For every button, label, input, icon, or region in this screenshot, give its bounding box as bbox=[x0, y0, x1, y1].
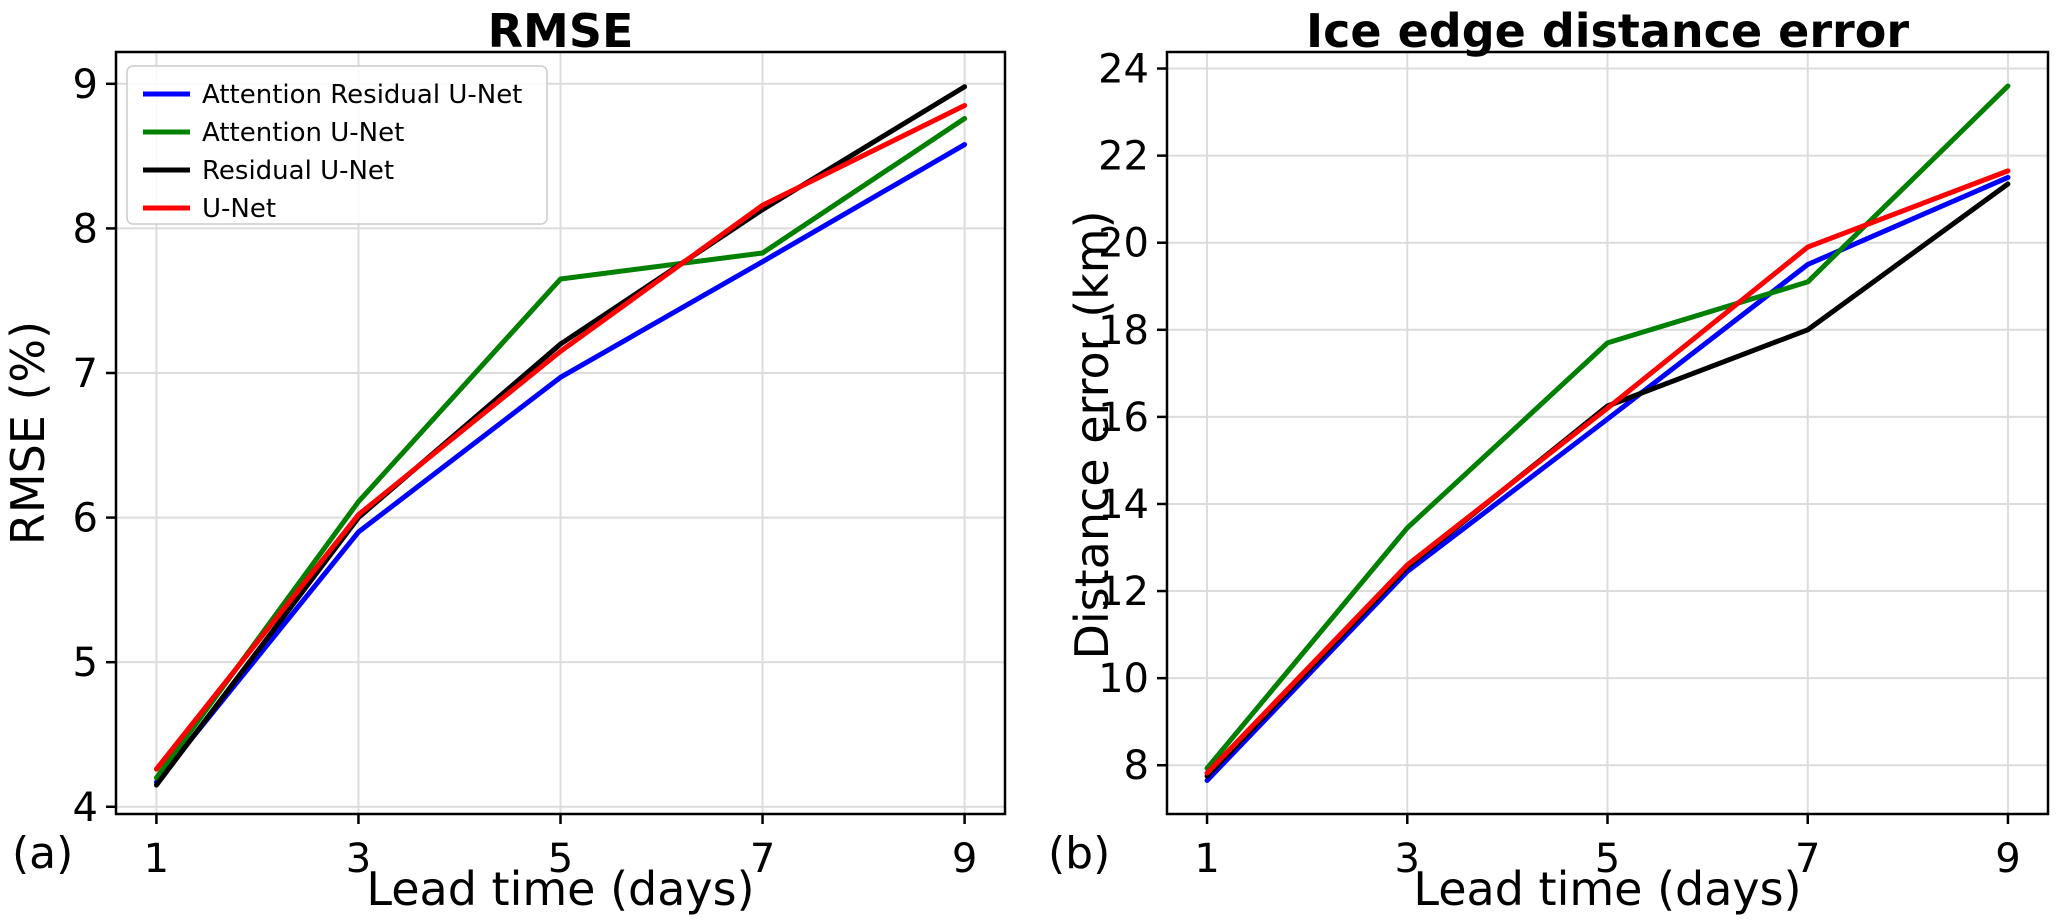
y-tick-label: 6 bbox=[73, 496, 98, 542]
y-tick-label: 14 bbox=[1098, 482, 1149, 528]
x-tick-label: 5 bbox=[1595, 836, 1620, 882]
y-tick-label: 20 bbox=[1098, 221, 1149, 267]
x-tick-label: 9 bbox=[1995, 836, 2020, 882]
chart-panel-b: 1 3 5 7 9 8 10 12 14 16 18 20 22 24 bbox=[1098, 47, 2050, 882]
y-tick-label: 22 bbox=[1098, 134, 1149, 180]
series-line-residual-u-net bbox=[153, 84, 968, 788]
y-tick-label: 18 bbox=[1098, 308, 1149, 354]
y-tick-label: 24 bbox=[1098, 47, 1149, 93]
x-tick-label: 5 bbox=[548, 836, 573, 882]
x-tick-label: 9 bbox=[952, 836, 977, 882]
plot-spines bbox=[1165, 50, 2050, 816]
y-tick-label: 7 bbox=[73, 351, 98, 397]
y-tick-label: 5 bbox=[73, 640, 98, 686]
x-tick-label: 7 bbox=[1795, 836, 1820, 882]
series-line-u-net bbox=[1204, 168, 2011, 776]
y-tick-label: 4 bbox=[73, 785, 98, 831]
y-tick-label: 8 bbox=[1124, 743, 1149, 789]
legend: Attention Residual U-Net Attention U-Net R… bbox=[126, 65, 548, 225]
series-line-u-net bbox=[153, 102, 968, 772]
legend-label-u-net: U-Net bbox=[202, 194, 276, 224]
legend-label-attention-u-net: Attention U-Net bbox=[202, 118, 404, 148]
y-tick-label: 10 bbox=[1098, 656, 1149, 702]
legend-label-residual-u-net: Residual U-Net bbox=[202, 156, 394, 186]
series-line-attention-residual-u-net bbox=[1204, 174, 2011, 783]
series-line-attention-u-net bbox=[153, 116, 968, 781]
y-tick-label: 8 bbox=[73, 206, 98, 252]
y-tick-label: 12 bbox=[1098, 569, 1149, 615]
x-tick-label: 1 bbox=[1194, 836, 1219, 882]
y-tick-label: 9 bbox=[73, 62, 98, 108]
plot-spines bbox=[114, 50, 1007, 816]
x-tick-label: 3 bbox=[346, 836, 371, 882]
x-tick-label: 1 bbox=[144, 836, 169, 882]
series-line-attention-residual-u-net bbox=[153, 142, 968, 785]
x-tick-label: 3 bbox=[1395, 836, 1420, 882]
y-tick-label: 16 bbox=[1098, 395, 1149, 441]
series-line-attention-u-net bbox=[1204, 83, 2011, 771]
legend-box bbox=[126, 65, 548, 225]
legend-label-attention-residual-u-net: Attention Residual U-Net bbox=[202, 80, 522, 110]
x-tick-label: 7 bbox=[750, 836, 775, 882]
